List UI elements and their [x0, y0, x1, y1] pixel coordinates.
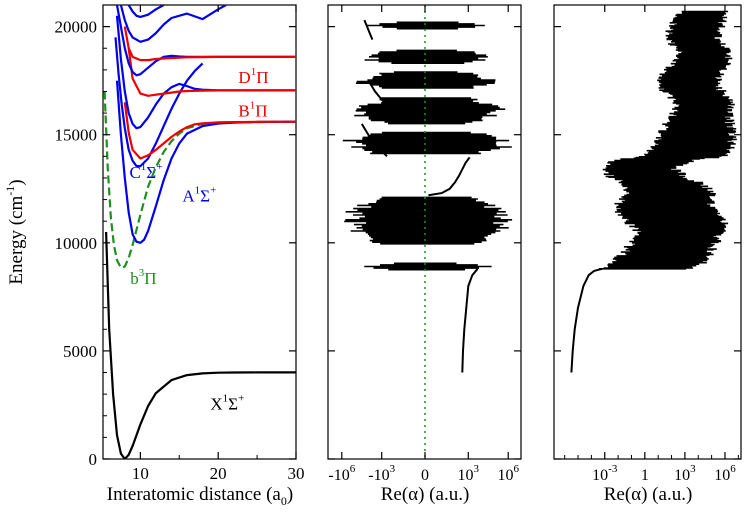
- panel-3-curves: [570, 267, 603, 373]
- x-tick-label: 106: [714, 463, 736, 484]
- resonance-envelope: [598, 10, 737, 270]
- panel-1-y-axis-label: Energy (cm-1): [3, 179, 27, 284]
- x-tick-label: 10-3: [592, 463, 618, 484]
- panel-3-frame: [553, 4, 742, 460]
- y-tick-label: 5000: [63, 342, 97, 361]
- x-tick-label: 103: [458, 463, 480, 484]
- panel-re-alpha-log: 10-3 1 103 106 Re(α) (a.u.): [553, 4, 742, 505]
- x-tick-label: 0: [421, 467, 429, 484]
- panel-potential-curves: 0 5000 10000 15000 20000 10 20 30 D1Π B1Π C1Σ+ A1…: [3, 4, 305, 508]
- panel-2-curves: [360, 5, 479, 459]
- panel-re-alpha-signed: -106 -103 0 103 106 Re(α) (a.u.): [327, 4, 522, 505]
- panel-1-y-ticks: 0 5000 10000 15000 20000: [55, 18, 296, 469]
- x-tick-label: 103: [674, 463, 696, 484]
- resonance-band: [365, 21, 485, 30]
- x-tick-label: 20: [210, 464, 227, 483]
- x-tick-label: -103: [368, 463, 395, 484]
- panel-3-x-ticks: 10-3 1 103 106: [564, 5, 739, 484]
- resonance-band: [364, 262, 492, 271]
- curve-c1: [114, 37, 204, 168]
- panel-1-x-ticks: 10 20 30: [132, 5, 305, 483]
- panel-1-x-axis-label: Interatomic distance (a0): [107, 484, 293, 508]
- curve-re-baseline: [570, 267, 603, 373]
- curve-d1: [127, 48, 296, 97]
- curve-re-around-12000-cm-1: [428, 156, 471, 197]
- curve-re-below-first-resonance: [461, 268, 479, 373]
- panel-1-state-labels: D1Π B1Π C1Σ+ A1Σ+ b3Π X1Σ+: [129, 66, 268, 413]
- x-tick-label: 1: [641, 467, 649, 484]
- state-label-x1: X1Σ+: [210, 392, 244, 413]
- curve-7th: [127, 5, 165, 18]
- resonance-band: [344, 196, 513, 245]
- resonance-band: [354, 97, 506, 125]
- panel-2-x-ticks: -106 -103 0 103 106: [328, 5, 519, 484]
- curve-re-near-20000-cm-1: [363, 19, 374, 40]
- y-tick-label: 10000: [55, 234, 98, 253]
- curve-x1: [105, 231, 296, 459]
- y-tick-label: 0: [89, 450, 98, 469]
- curve-b1: [123, 102, 296, 160]
- panel-1-curves: [103, 5, 296, 459]
- x-tick-label: 106: [497, 463, 519, 484]
- x-tick-label: 30: [288, 464, 305, 483]
- panel-2-x-axis-label: Re(α) (a.u.): [381, 484, 470, 505]
- resonance-band: [355, 71, 496, 89]
- curve-6th: [119, 5, 227, 43]
- resonance-band: [342, 131, 512, 155]
- y-tick-label: 15000: [55, 126, 98, 145]
- curve-re-around-14000-cm-1: [360, 123, 388, 158]
- state-label-b3: b3Π: [130, 267, 156, 288]
- y-tick-label: 20000: [55, 18, 98, 37]
- state-label-a1: A1Σ+: [182, 185, 216, 206]
- state-label-d1: D1Π: [238, 66, 268, 87]
- panel-3-x-axis-label: Re(α) (a.u.): [604, 484, 693, 505]
- state-label-c1: C1Σ+: [129, 161, 162, 182]
- panel-3-resonance-envelope: [598, 10, 737, 270]
- panel-2-resonance-bands: [342, 21, 513, 271]
- panel-3-y-ticks: [554, 26, 741, 460]
- panel-1-frame: [102, 4, 297, 460]
- state-label-b1: B1Π: [238, 99, 267, 120]
- curve-re-around-17000-cm-1: [367, 80, 387, 106]
- curve-upper: [123, 26, 296, 62]
- panel-2-y-ticks: [328, 26, 521, 460]
- x-tick-label: 10: [132, 464, 149, 483]
- resonance-band: [364, 49, 488, 64]
- x-tick-label: -106: [328, 463, 355, 484]
